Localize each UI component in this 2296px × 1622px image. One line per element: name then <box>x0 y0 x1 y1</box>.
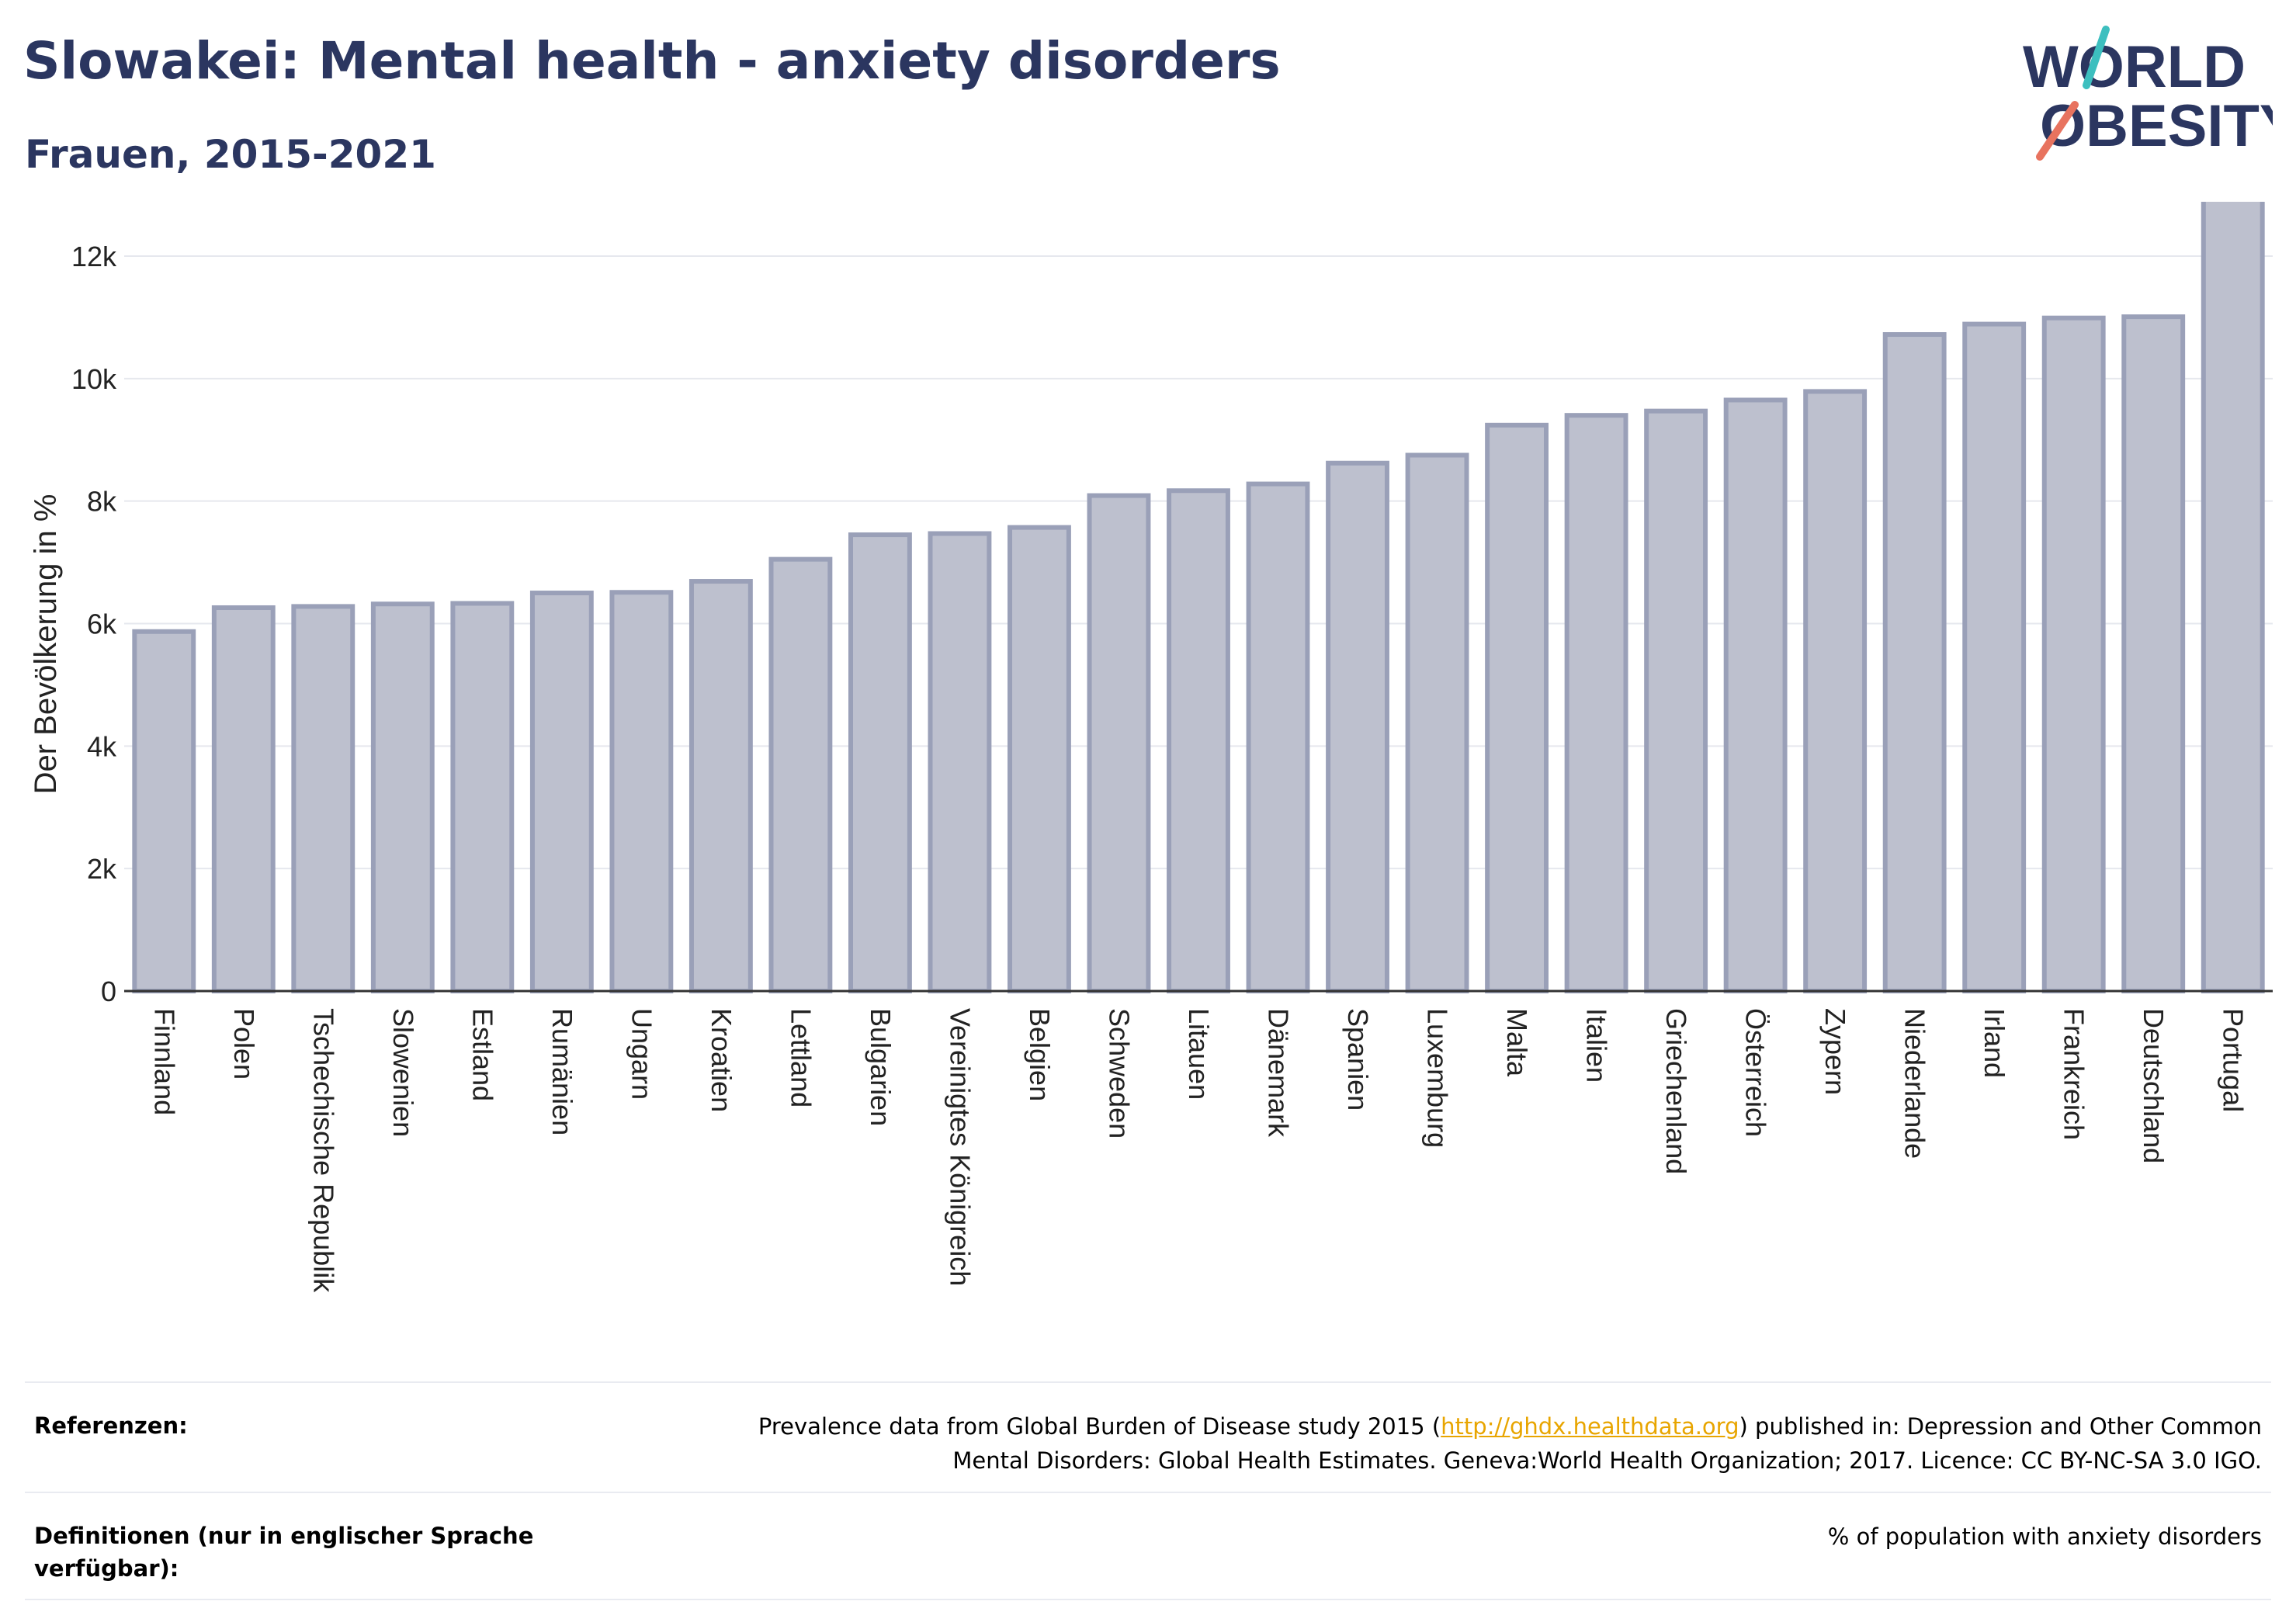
references-prefix: Prevalence data from Global Burden of Di… <box>758 1413 1441 1440</box>
logo-slash-teal <box>2083 26 2110 89</box>
x-tick-label: Zypern <box>1819 1008 1851 1095</box>
x-tick-label: Rumänien <box>546 1008 578 1135</box>
bar[interactable] <box>370 601 435 993</box>
definitions-row: Definitionen (nur in englischer Sprache … <box>25 1492 2271 1600</box>
definitions-label: Definitionen (nur in englischer Sprache … <box>34 1523 534 1582</box>
x-tick-label: Portugal <box>2218 1008 2249 1112</box>
x-tick-label: Deutschland <box>2138 1008 2169 1163</box>
references-line2: Mental Disorders: Global Health Estimate… <box>952 1447 2262 1474</box>
bar[interactable] <box>688 579 753 993</box>
x-tick-label: Litauen <box>1183 1008 1215 1100</box>
references-link[interactable]: http://ghdx.healthdata.org <box>1441 1413 1739 1440</box>
footer: Referenzen: Prevalence data from Global … <box>25 1381 2271 1600</box>
bar[interactable] <box>1803 389 1868 994</box>
x-tick-label: Niederlande <box>1899 1008 1931 1159</box>
bar[interactable] <box>2041 315 2106 994</box>
bar[interactable] <box>609 590 674 993</box>
bar[interactable] <box>1405 452 1469 993</box>
x-tick-label: Irland <box>1979 1008 2010 1078</box>
bar[interactable] <box>529 591 594 993</box>
references-label: Referenzen: <box>34 1412 188 1439</box>
y-tick-label: 4k <box>87 730 117 762</box>
references-suffix: ) published in: Depression and Other Com… <box>1739 1413 2263 1440</box>
x-tick-label: Frankreich <box>2058 1008 2090 1140</box>
chart-subtitle: Frauen, 2015-2021 <box>25 132 436 177</box>
x-axis: Finnland Polen Tschechische Republik Slowen… <box>124 989 2273 1293</box>
x-tick-label: Estland <box>466 1008 498 1101</box>
bar[interactable] <box>1962 321 2027 994</box>
x-tick-label: Lettland <box>785 1008 817 1107</box>
definitions-text: % of population with anxiety disorders <box>1827 1523 2262 1550</box>
x-tick-label: Spanien <box>1342 1008 1374 1111</box>
bar[interactable] <box>211 605 276 994</box>
bar[interactable] <box>2201 202 2265 993</box>
references-row: Referenzen: Prevalence data from Global … <box>25 1381 2271 1492</box>
bar-chart: 0 2k 4k 6k 8k 10k 12k Finnland Polen Tschechisch… <box>29 202 2273 1293</box>
x-tick-label: Österreich <box>1740 1008 1772 1137</box>
x-tick-label: Luxemburg <box>1422 1008 1454 1148</box>
y-tick-label: 12k <box>71 241 117 272</box>
x-tick-label: Bulgarien <box>865 1008 897 1126</box>
bar[interactable] <box>1246 481 1310 993</box>
bar[interactable] <box>132 629 196 993</box>
x-tick-label: Finnland <box>148 1008 180 1115</box>
y-tick-label: 6k <box>87 608 117 640</box>
logo-line2: OBESITY <box>2040 93 2273 159</box>
y-axis: 0 2k 4k 6k 8k 10k 12k <box>71 241 117 1007</box>
x-tick-label: Ungarn <box>626 1008 657 1100</box>
logo-slash-red <box>2036 101 2079 161</box>
y-tick-label: 8k <box>87 486 117 518</box>
bar[interactable] <box>848 532 912 993</box>
x-tick-label: Italien <box>1581 1008 1613 1083</box>
bar[interactable] <box>1644 408 1708 993</box>
x-tick-label: Dänemark <box>1263 1008 1295 1138</box>
y-axis-label: Der Bevölkerung in % <box>29 494 63 795</box>
x-tick-label: Tschechische Republik <box>307 1008 339 1293</box>
x-tick-label: Polen <box>228 1008 260 1080</box>
references-text: Prevalence data from Global Burden of Di… <box>758 1409 2262 1478</box>
x-tick-label: Griechenland <box>1660 1008 1692 1174</box>
bar[interactable] <box>450 601 515 994</box>
bar[interactable] <box>2121 314 2186 993</box>
chart-title: Slowakei: Mental health - anxiety disord… <box>23 31 1281 91</box>
bar[interactable] <box>1485 422 1549 993</box>
logo-line1: WORLD <box>2023 34 2246 100</box>
x-tick-label: Vereinigtes Königreich <box>944 1008 976 1286</box>
bar[interactable] <box>1326 460 1389 993</box>
x-tick-label: Belgien <box>1024 1008 1056 1101</box>
bar[interactable] <box>291 604 355 993</box>
bar[interactable] <box>1882 332 1947 994</box>
y-tick-label: 0 <box>101 976 116 1007</box>
x-tick-label: Malta <box>1501 1008 1533 1077</box>
bars <box>132 202 2265 994</box>
y-tick-label: 2k <box>87 853 117 885</box>
bar[interactable] <box>1167 488 1230 993</box>
bar[interactable] <box>768 556 833 993</box>
x-tick-label: Schweden <box>1103 1008 1135 1139</box>
bar[interactable] <box>1087 493 1151 994</box>
bar[interactable] <box>1008 525 1071 993</box>
x-tick-label: Kroatien <box>706 1008 737 1112</box>
x-tick-label: Slowenien <box>387 1008 419 1137</box>
world-obesity-logo: WORLD OBESITY <box>2023 26 2273 161</box>
bar[interactable] <box>928 531 992 993</box>
y-tick-label: 10k <box>71 363 117 395</box>
bar[interactable] <box>1723 397 1788 993</box>
bar[interactable] <box>1564 413 1628 993</box>
